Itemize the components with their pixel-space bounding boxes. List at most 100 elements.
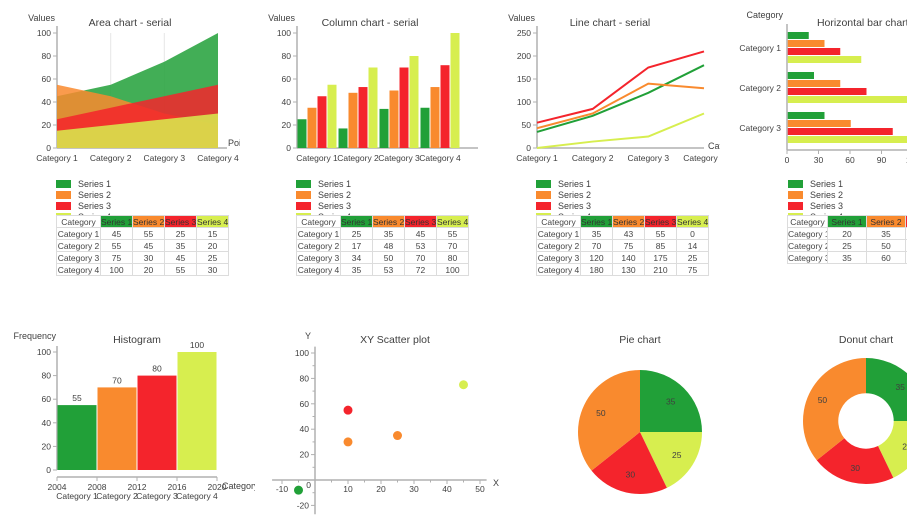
tick-label: 100	[37, 28, 51, 38]
tick-label: 10	[343, 484, 353, 494]
tick-label: 80	[282, 51, 292, 61]
legend-item: Series 3	[788, 200, 843, 211]
tick-label: 0	[306, 480, 311, 490]
table-series-header-cell: Series 3	[644, 215, 677, 228]
legend-item: Series 1	[56, 178, 111, 189]
tick-label: 50	[522, 120, 532, 130]
table-series-header-cell: Series 2	[612, 215, 645, 228]
table-value-cell: 45	[404, 227, 437, 240]
histogram-panel: Histogram Frequency Category 0 20 40 60 80 10…	[0, 320, 255, 515]
table-row: Category 3 120 140 175 25	[536, 251, 709, 264]
histogram-chart[interactable]: 0 20 40 60 80 100 55 70 80 100 2004 2008 2012 2016 202…	[0, 320, 255, 515]
table-value-cell: 17	[340, 239, 373, 252]
scatter-x-axis-label: X	[493, 478, 500, 488]
table-row: Category 33560100120	[787, 251, 907, 264]
bar	[430, 87, 440, 148]
donut-slice	[878, 421, 907, 478]
legend-label: Series 2	[318, 189, 352, 200]
table-category-cell: Category 2	[536, 239, 581, 252]
pie-slice	[640, 370, 702, 432]
table-value-cell: 20	[827, 227, 867, 240]
table-series-header-cell: Series 1	[580, 215, 613, 228]
table-value-cell: 75	[676, 263, 709, 276]
table-category-cell: Category 3	[56, 251, 101, 264]
category-label: Category 2	[90, 153, 132, 163]
legend-label: Series 1	[810, 178, 844, 189]
tick-label: 40	[42, 418, 52, 428]
table-row: Category 1 25 35 45 55	[296, 227, 469, 240]
bin-edge-label: 2012	[128, 482, 147, 492]
tick-label: 0	[46, 143, 51, 153]
bar	[787, 56, 862, 63]
donut-chart[interactable]: 35 25 30 50	[740, 320, 907, 515]
scatter-point	[343, 405, 353, 415]
table-value-cell: 48	[372, 239, 405, 252]
column-chart-title: Column chart - serial	[321, 17, 419, 29]
legend-item: Series 3	[56, 200, 111, 211]
table-series-header-cell: Series 2	[132, 215, 165, 228]
bar	[787, 136, 907, 143]
bar	[787, 120, 851, 127]
tick-label: 20	[282, 120, 292, 130]
table-row: Category 2 17 48 53 70	[296, 239, 469, 252]
table-value-cell: 35	[580, 227, 613, 240]
tick-label: 60	[282, 74, 292, 84]
slice-value-label: 35	[666, 396, 676, 406]
category-label: Category 3	[378, 153, 420, 163]
category-label: Category 1	[56, 491, 98, 501]
column-y-axis-label: Values	[268, 13, 295, 23]
table-row: Category 3 75 30 45 25	[56, 251, 229, 264]
table-series-header-cell: Series 4	[196, 215, 229, 228]
legend-label: Series 3	[810, 200, 844, 211]
tick-label: 100	[277, 28, 291, 38]
table-category-cell: Category 3	[787, 251, 828, 264]
table-value-cell: 53	[372, 263, 405, 276]
table-value-cell: 140	[612, 251, 645, 264]
donut-chart-panel: Donut chart 35 25 30 50	[740, 320, 907, 515]
bar	[389, 90, 399, 148]
pie-slice	[591, 432, 667, 494]
table-value-cell: 50	[866, 239, 906, 252]
table-row: Category 4 35 53 72 100	[296, 263, 469, 276]
bar	[787, 128, 893, 135]
table-series-header-cell: Series 2	[866, 215, 906, 228]
tick-label: 90	[877, 155, 887, 165]
area-chart[interactable]: 0 20 40 60 80 100 Category 1 Category 2 Category…	[0, 0, 240, 172]
column-chart-panel: Column chart - serial Values Category 0 2…	[240, 0, 480, 300]
tick-label: 60	[42, 394, 52, 404]
category-label: Category 4	[683, 153, 720, 163]
bar-value-label: 70	[112, 375, 122, 385]
hbar-chart-title: Horizontal bar chart - serial	[816, 17, 907, 29]
table-series-header-cell: Series 3	[404, 215, 437, 228]
horizontal-bar-chart-panel: Horizontal bar chart - serial Category 0…	[720, 0, 907, 300]
hbar-chart[interactable]: 0 30 60 90 120 Category 1 Category 2 Category 3	[720, 0, 907, 172]
bar	[787, 80, 841, 87]
bar	[787, 48, 841, 55]
legend-label: Series 1	[558, 178, 592, 189]
table-value-cell: 100	[100, 263, 133, 276]
bar	[297, 119, 307, 148]
table-value-cell: 35	[372, 227, 405, 240]
table-row: Category 3 34 50 70 80	[296, 251, 469, 264]
bar	[787, 112, 825, 119]
table-value-cell: 130	[612, 263, 645, 276]
line-chart[interactable]: 0 50 100 150 200 250 Category 1 Category 2 Categ…	[480, 0, 720, 172]
pie-slice	[640, 432, 702, 488]
tick-label: 0	[286, 143, 291, 153]
table-series-header-cell: Series 1	[827, 215, 867, 228]
table-header-cell: Category	[296, 215, 341, 228]
pie-chart[interactable]: 35 25 30 50	[510, 320, 740, 515]
histogram-bar	[137, 375, 177, 470]
bin-edge-label: 2016	[168, 482, 187, 492]
table-value-cell: 25	[676, 251, 709, 264]
tick-label: 80	[300, 373, 310, 383]
legend-item: Series 2	[536, 189, 591, 200]
table-value-cell: 25	[196, 251, 229, 264]
column-data-table: Category Series 1 Series 2 Series 3 Series 4…	[296, 215, 469, 276]
table-category-cell: Category 1	[787, 227, 828, 240]
tick-label: 0	[785, 155, 790, 165]
histogram-y-axis-label: Frequency	[13, 331, 56, 341]
scatter-chart[interactable]: -10 0 10 20 30 40 50 -20 20 40 60 80 100	[255, 320, 505, 515]
